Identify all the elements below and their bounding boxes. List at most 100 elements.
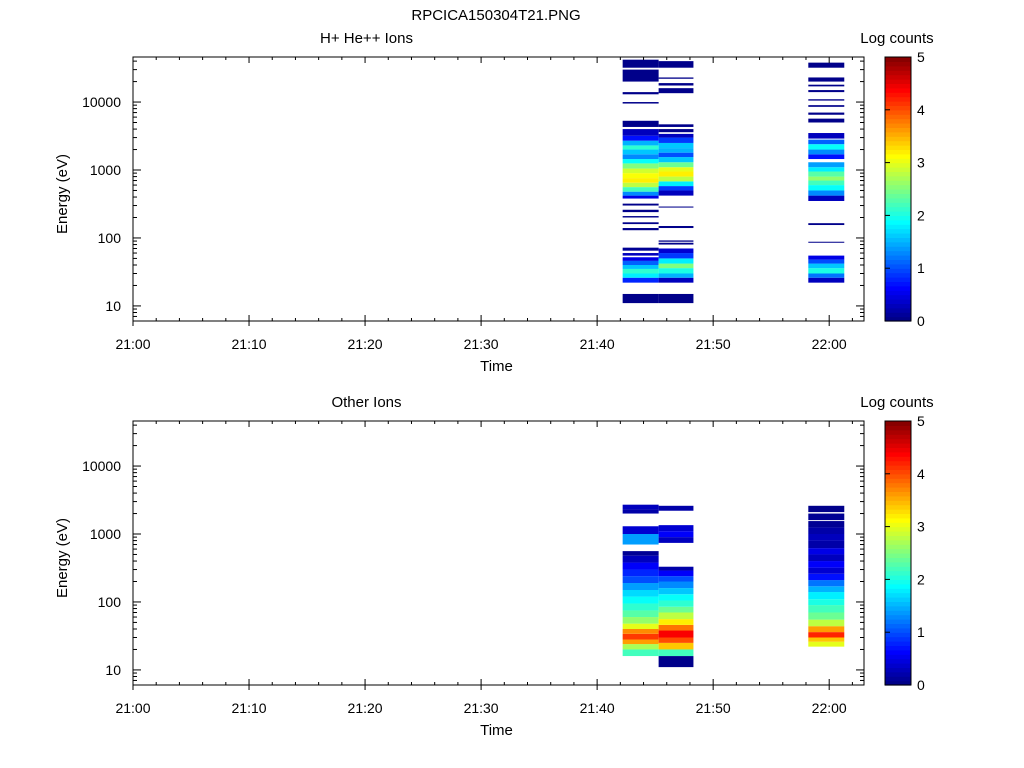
heatmap-cell: [658, 630, 694, 638]
x-tick-label: 21:40: [580, 700, 615, 716]
heatmap-cell: [808, 513, 845, 521]
colorbar-segment: [885, 632, 911, 638]
colorbar-segment: [885, 469, 911, 475]
colorbar-segment: [885, 65, 911, 71]
colorbar-segment: [885, 255, 911, 260]
heatmap-cell: [808, 259, 845, 264]
colorbar-segment: [885, 224, 911, 230]
heatmap-cell: [808, 580, 845, 587]
colorbar-segment: [885, 79, 911, 84]
y-tick-label: 10: [105, 298, 121, 314]
colorbar-segment: [885, 92, 911, 98]
colorbar-segment: [885, 636, 911, 642]
heatmap-cell: [622, 203, 659, 206]
heatmap-cell: [658, 531, 694, 538]
spectrogram-column-2: [658, 61, 694, 304]
heatmap-cell: [808, 223, 845, 226]
x-tick-label: 21:20: [348, 336, 383, 352]
heatmap-cell: [658, 248, 694, 254]
heatmap-cell: [622, 576, 659, 584]
heatmap-cell: [622, 629, 659, 634]
heatmap-cell: [622, 273, 659, 278]
colorbar-segment: [885, 487, 911, 492]
colorbar-segment: [885, 495, 911, 501]
heatmap-cell: [622, 222, 659, 225]
heatmap-cell: [808, 626, 845, 633]
colorbar-segment: [885, 211, 911, 216]
heatmap-cell: [622, 182, 659, 188]
heatmap-cell: [622, 562, 659, 570]
heatmap-cell: [658, 157, 694, 163]
heatmap-cell: [622, 509, 659, 514]
colorbar: 0 1 2 3 4 5 Log counts: [860, 394, 933, 693]
heatmap-cell: [622, 173, 659, 179]
spectrogram-column-1: [622, 504, 659, 657]
heatmap-cell: [622, 209, 659, 213]
colorbar-segment: [885, 491, 911, 497]
heatmap-cell: [622, 149, 659, 155]
colorbar-tick-label: 2: [917, 207, 925, 223]
colorbar-segment: [885, 627, 911, 633]
heatmap-cell: [622, 59, 659, 68]
heatmap-cell: [658, 594, 694, 601]
heatmap-cell: [808, 632, 845, 638]
heatmap-cell: [808, 144, 845, 150]
x-axis-label: Time: [480, 358, 513, 375]
heatmap-cell: [622, 92, 659, 95]
heatmap-cell: [658, 566, 694, 571]
heatmap-cell: [622, 195, 659, 199]
heatmap-cell: [658, 167, 694, 172]
colorbar-segment: [885, 189, 911, 194]
colorbar-segment: [885, 473, 911, 479]
colorbar-segment: [885, 246, 911, 252]
x-axis-label: Time: [480, 722, 513, 739]
colorbar-segment: [885, 438, 911, 444]
colorbar: 0 1 2 3 4 5 Log counts: [860, 30, 933, 329]
heatmap-cell: [808, 554, 845, 562]
colorbar-segment: [885, 303, 911, 309]
colorbar-segment: [885, 429, 911, 435]
colorbar-segment: [885, 101, 911, 106]
colorbar-label: Log counts: [860, 30, 933, 47]
heatmap-cell: [808, 263, 845, 269]
colorbar-tick-label: 5: [917, 49, 925, 65]
colorbar-segment: [885, 531, 911, 536]
heatmap-cell: [808, 133, 845, 139]
heatmap-cell: [808, 255, 845, 260]
x-tick-label: 21:50: [696, 336, 731, 352]
colorbar-segment: [885, 663, 911, 668]
colorbar-segment: [885, 434, 911, 440]
y-tick-label: 10: [105, 662, 121, 678]
spectrogram-column-2: [658, 505, 694, 668]
plot-frame: [132, 56, 865, 322]
heatmap-cell: [808, 176, 845, 181]
colorbar-segment: [885, 140, 911, 146]
heatmap-cell: [622, 639, 659, 645]
colorbar-label: Log counts: [860, 394, 933, 411]
y-tick-label: 1000: [90, 526, 121, 542]
colorbar-segment: [885, 316, 911, 322]
colorbar-tick-label: 1: [917, 260, 925, 276]
heatmap-cell: [808, 154, 845, 160]
heatmap-cell: [622, 623, 659, 630]
heatmap-cell: [658, 83, 694, 86]
heatmap-cell: [658, 293, 694, 304]
colorbar-segment: [885, 460, 911, 466]
heatmap-cell: [808, 84, 845, 87]
y-tick-label: 1000: [90, 162, 121, 178]
colorbar-segment: [885, 233, 911, 238]
x-tick-label: 21:00: [115, 336, 150, 352]
heatmap-cell: [622, 228, 659, 231]
colorbar-segment: [885, 74, 911, 80]
heatmap-cell: [622, 551, 659, 556]
colorbar-tick-label: 5: [917, 413, 925, 429]
colorbar-segment: [885, 241, 911, 247]
heatmap-cell: [808, 592, 845, 600]
heatmap-cell: [622, 247, 659, 251]
y-tick-label: 100: [98, 230, 122, 246]
heatmap-cell: [808, 605, 845, 613]
colorbar-segment: [885, 96, 911, 102]
colorbar-segment: [885, 158, 911, 164]
x-tick-label: 21:00: [115, 700, 150, 716]
